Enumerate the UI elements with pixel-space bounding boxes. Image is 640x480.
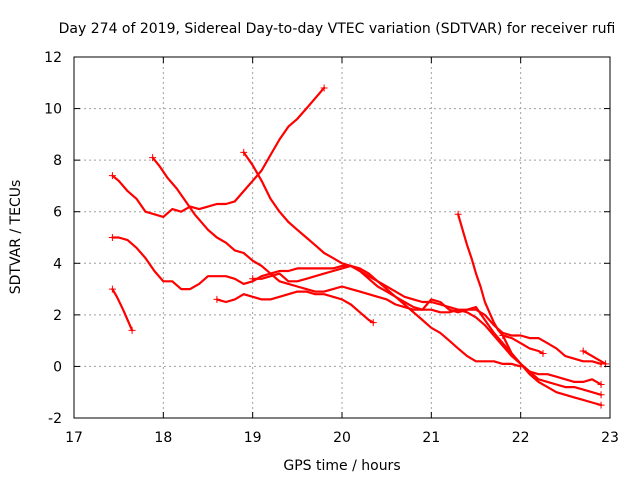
series-line <box>251 264 603 407</box>
series-line <box>242 151 603 396</box>
data-point <box>597 380 605 388</box>
y-tick-label: 0 <box>53 359 62 375</box>
data-series-satellite-1 <box>108 285 136 334</box>
data-point <box>369 319 377 327</box>
data-series-satellite-4 <box>149 154 605 368</box>
data-point <box>108 172 116 180</box>
x-tick-label: 22 <box>512 430 530 446</box>
data-point <box>249 275 257 283</box>
grid <box>74 57 610 418</box>
series-line <box>151 156 603 365</box>
x-tick-label: 17 <box>65 430 83 446</box>
x-axis-label: GPS time / hours <box>283 458 400 474</box>
y-tick-label: 12 <box>44 50 62 66</box>
data-point <box>240 148 248 156</box>
x-tick-label: 21 <box>422 430 440 446</box>
chart-title: Day 274 of 2019, Sidereal Day-to-day VTE… <box>59 21 616 37</box>
data-series-satellite-2 <box>108 234 525 370</box>
y-tick-label: 2 <box>53 308 62 324</box>
series-line <box>111 86 326 218</box>
y-axis-label: SDTVAR / TECUs <box>8 180 24 295</box>
series-line <box>582 349 607 365</box>
plot-area <box>108 84 610 409</box>
series-line <box>215 290 375 324</box>
y-tick-label: 6 <box>53 205 62 221</box>
data-point <box>539 350 547 358</box>
y-tick-label: 4 <box>53 256 62 272</box>
data-series-satellite-6 <box>240 148 605 399</box>
data-point <box>213 295 221 303</box>
data-series-satellite-10 <box>579 347 610 368</box>
axes: 17 18 19 20 21 22 23 -2 0 2 4 6 8 10 12 <box>44 50 619 446</box>
data-series-satellite-8 <box>454 210 547 358</box>
series-line <box>111 236 522 368</box>
series-line <box>457 213 545 355</box>
series-line <box>501 334 603 386</box>
y-tick-label: 10 <box>44 102 62 118</box>
data-point <box>499 331 507 339</box>
data-point <box>320 84 328 92</box>
x-tick-label: 23 <box>601 430 619 446</box>
data-point <box>597 401 605 409</box>
data-series-satellite-7 <box>249 264 605 409</box>
y-tick-label: -2 <box>48 411 62 427</box>
data-point <box>149 154 157 162</box>
data-point <box>108 285 116 293</box>
data-point <box>108 234 116 241</box>
data-point <box>128 326 136 334</box>
data-series-satellite-3 <box>108 84 328 218</box>
series-line <box>111 288 134 332</box>
x-tick-label: 18 <box>154 430 172 446</box>
x-tick-label: 19 <box>244 430 262 446</box>
data-point <box>579 347 587 355</box>
data-series-satellite-5 <box>213 290 377 327</box>
y-tick-label: 8 <box>53 153 62 169</box>
data-series-satellite-9 <box>499 331 605 388</box>
data-point <box>597 391 605 399</box>
x-tick-label: 20 <box>333 430 351 446</box>
data-point <box>454 210 462 218</box>
